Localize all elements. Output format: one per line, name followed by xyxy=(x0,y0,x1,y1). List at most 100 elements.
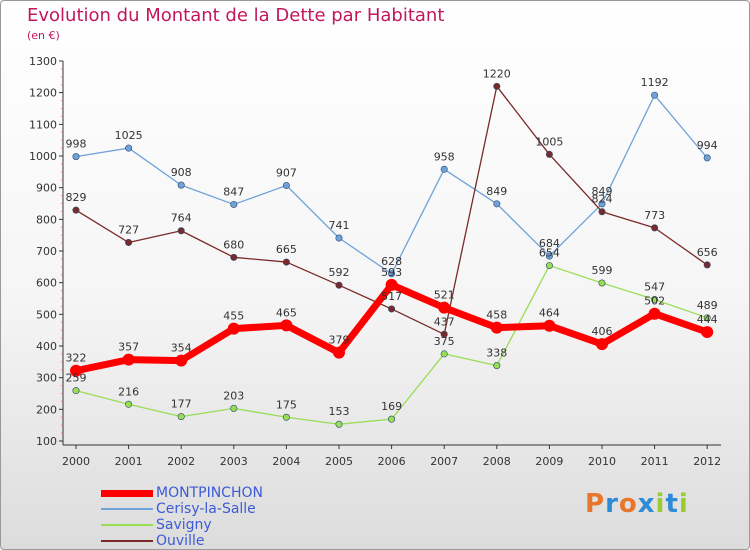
data-point xyxy=(493,200,501,208)
data-label: 680 xyxy=(223,238,244,251)
series-lines xyxy=(70,82,714,428)
data-label: 465 xyxy=(276,306,297,319)
data-label: 1005 xyxy=(535,135,563,148)
data-label: 1192 xyxy=(641,76,669,89)
data-label: 455 xyxy=(223,310,244,323)
data-point xyxy=(438,301,451,314)
y-tick-label: 700 xyxy=(36,245,57,258)
x-tick-label: 2010 xyxy=(588,455,616,468)
x-tick-label: 2002 xyxy=(167,455,195,468)
data-point xyxy=(388,305,396,313)
x-tick-label: 2007 xyxy=(430,455,458,468)
x-tick-label: 2001 xyxy=(115,455,143,468)
data-label: 259 xyxy=(66,372,87,385)
data-label: 665 xyxy=(276,243,297,256)
data-label: 656 xyxy=(697,246,718,259)
data-label: 375 xyxy=(434,335,455,348)
data-label: 338 xyxy=(486,347,507,360)
data-point xyxy=(335,234,343,242)
series-line xyxy=(75,94,708,275)
data-point xyxy=(122,353,135,366)
data-point xyxy=(388,415,396,423)
data-point xyxy=(440,350,448,358)
data-point xyxy=(651,224,659,232)
data-label: 741 xyxy=(329,219,350,232)
data-point xyxy=(596,338,608,351)
legend-swatch xyxy=(101,508,153,510)
data-point xyxy=(440,165,448,173)
data-point xyxy=(703,154,711,162)
data-label: 824 xyxy=(592,193,613,206)
data-label: 994 xyxy=(697,139,718,152)
data-label: 907 xyxy=(276,166,297,179)
data-point xyxy=(388,270,396,278)
x-tick-label: 2011 xyxy=(641,455,669,468)
data-point xyxy=(598,208,606,216)
data-point xyxy=(70,364,82,377)
data-label: 444 xyxy=(697,313,718,326)
data-point xyxy=(125,400,133,408)
data-label: 458 xyxy=(486,309,507,322)
data-point xyxy=(543,319,556,332)
data-point xyxy=(282,258,290,266)
data-label: 592 xyxy=(329,266,350,279)
data-label: 357 xyxy=(118,341,139,354)
y-tick-label: 300 xyxy=(36,372,57,385)
data-point xyxy=(227,322,240,335)
x-tick-label: 2000 xyxy=(62,455,90,468)
data-label: 521 xyxy=(434,289,455,302)
data-label: 153 xyxy=(329,405,350,418)
chart-title: Evolution du Montant de la Dette par Hab… xyxy=(27,5,445,26)
data-label: 169 xyxy=(381,400,402,413)
data-point xyxy=(230,253,238,261)
data-point xyxy=(177,413,185,421)
data-label: 547 xyxy=(644,280,665,293)
data-label: 216 xyxy=(118,385,139,398)
data-point xyxy=(125,144,133,152)
data-point xyxy=(598,279,606,287)
data-label: 322 xyxy=(66,352,87,365)
data-label: 177 xyxy=(171,398,192,411)
data-label: 517 xyxy=(381,290,402,303)
data-label: 175 xyxy=(276,398,297,411)
data-point xyxy=(648,307,661,320)
data-point xyxy=(493,82,501,90)
data-point xyxy=(545,262,553,270)
data-point xyxy=(335,420,343,428)
y-tick-label: 1200 xyxy=(29,87,57,100)
data-label: 628 xyxy=(381,255,402,268)
data-label: 599 xyxy=(592,264,613,277)
y-tick-label: 1000 xyxy=(29,150,57,163)
data-label: 406 xyxy=(592,325,613,338)
data-point xyxy=(72,387,80,395)
data-point xyxy=(440,330,448,338)
data-point xyxy=(701,326,714,339)
data-point xyxy=(490,321,503,334)
data-point xyxy=(175,354,188,367)
legend-swatch xyxy=(101,540,153,542)
data-label: 998 xyxy=(66,138,87,151)
data-label: 1220 xyxy=(483,67,511,80)
x-tick-label: 2008 xyxy=(483,455,511,468)
data-label: 849 xyxy=(486,185,507,198)
data-point xyxy=(545,252,553,260)
data-point xyxy=(651,91,659,99)
data-point xyxy=(280,319,293,332)
data-label: 684 xyxy=(539,237,560,250)
data-point xyxy=(651,295,659,303)
data-point xyxy=(72,206,80,214)
data-label: 354 xyxy=(171,342,192,355)
data-label: 727 xyxy=(118,223,139,236)
y-tick-label: 500 xyxy=(36,308,57,321)
y-tick-label: 600 xyxy=(36,277,57,290)
y-tick-label: 400 xyxy=(36,340,57,353)
chart-subtitle: (en €) xyxy=(27,29,60,42)
legend-swatch xyxy=(101,524,153,526)
data-point xyxy=(230,200,238,208)
x-tick-label: 2012 xyxy=(693,455,721,468)
legend-label: MONTPINCHON xyxy=(156,485,263,501)
y-tick-label: 900 xyxy=(36,182,57,195)
data-label: 1025 xyxy=(115,129,143,142)
data-label: 847 xyxy=(223,185,244,198)
